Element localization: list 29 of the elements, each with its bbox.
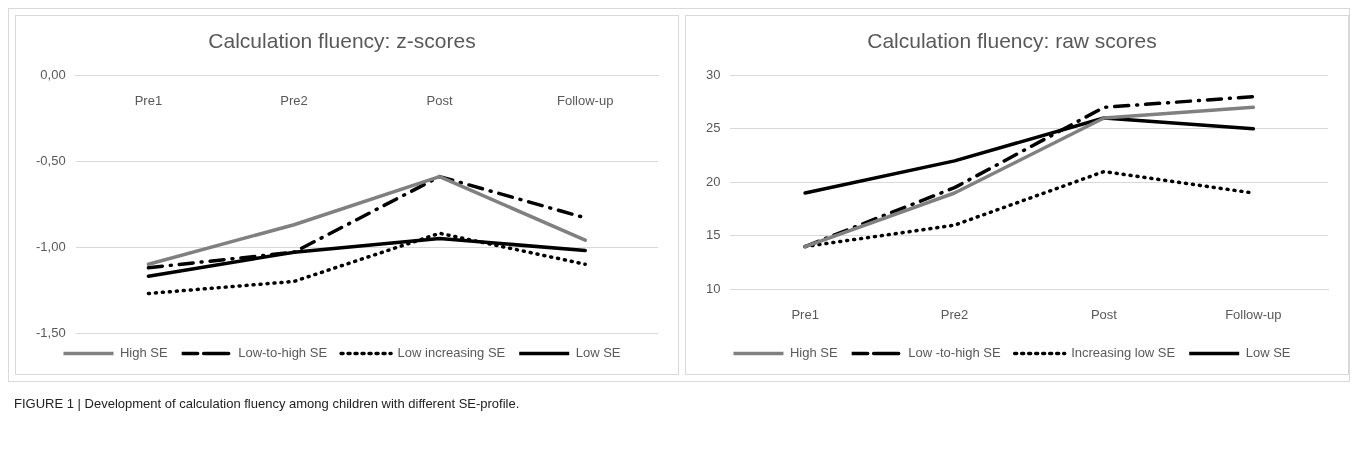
x-tick-label: Post [426,92,453,108]
y-tick-label: 0,00 [40,66,66,82]
legend-label: Increasing low SE [1071,345,1176,361]
x-tick-label: Pre2 [940,306,969,322]
y-tick-label: 25 [705,120,721,136]
legend-label: Low-to-high SE [238,345,328,361]
legend-label: Low -to-high SE [908,345,1001,361]
x-tick-label: Follow-up [1225,306,1282,322]
chart-title: Calculation fluency: raw scores [867,29,1157,53]
x-tick-label: Pre1 [791,306,819,322]
x-tick-label: Post [1090,306,1118,322]
y-tick-label: -1,00 [35,238,66,254]
legend-label: High SE [789,345,838,361]
legend-label: Low SE [575,345,621,361]
x-tick-label: Pre1 [134,92,163,108]
x-tick-label: Follow-up [557,92,614,108]
y-tick-label: 20 [705,173,721,189]
caption: FIGURE 1 | Development of calculation fluency among children with different SE-profile. [13,395,521,411]
chart-title: Calculation fluency: z-scores [208,29,476,53]
y-tick-label: 30 [705,66,721,82]
legend-label: Low SE [1245,345,1291,361]
y-tick-label: -0,50 [35,152,66,168]
legend-label: High SE [119,345,168,361]
line-series [146,231,587,296]
legend-label: Low increasing SE [397,345,506,361]
x-tick-label: Pre2 [280,92,308,108]
y-tick-label: 15 [705,227,721,243]
y-tick-label: -1,50 [35,324,66,340]
y-tick-label: 10 [705,280,721,296]
